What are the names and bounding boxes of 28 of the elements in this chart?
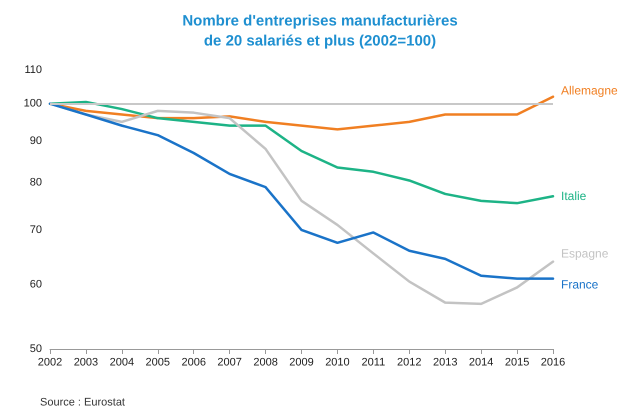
x-tick-label: 2006 [181,356,206,368]
x-tick-label: 2005 [146,356,170,368]
x-tick-label: 2016 [540,356,566,368]
x-tick-label: 2011 [362,356,386,368]
x-tick-label: 2008 [253,356,278,368]
x-tick-label: 2010 [325,356,350,368]
x-tick-label: 2009 [289,356,314,368]
x-tick-label: 2003 [74,356,98,368]
x-tick-label: 2007 [217,356,242,368]
chart-title: Nombre d'entreprises manufacturières de 20 salariés et plus (2002=100) [182,12,458,50]
x-tick-label: 2002 [38,356,62,368]
y-tick-label: 70 [30,224,42,236]
x-tick-label: 2012 [397,356,422,368]
series-label: France [561,278,599,292]
x-tick-label: 2013 [432,356,458,368]
y-tick-label: 110 [24,64,42,76]
y-tick-label: 100 [24,98,42,110]
x-tick-label: 2015 [504,356,530,368]
y-tick-label: 60 [30,278,42,290]
series-label: Allemagne [561,84,618,98]
x-tick-label: 2014 [468,356,494,368]
y-tick-label: 50 [30,343,42,355]
y-tick-label: 90 [30,135,42,148]
source-note: Source : Eurostat [40,396,125,408]
series-label: Espagne [561,246,609,261]
y-tick-label: 80 [30,176,42,189]
series-label: Italie [561,189,587,204]
x-tick-label: 2004 [110,356,134,368]
